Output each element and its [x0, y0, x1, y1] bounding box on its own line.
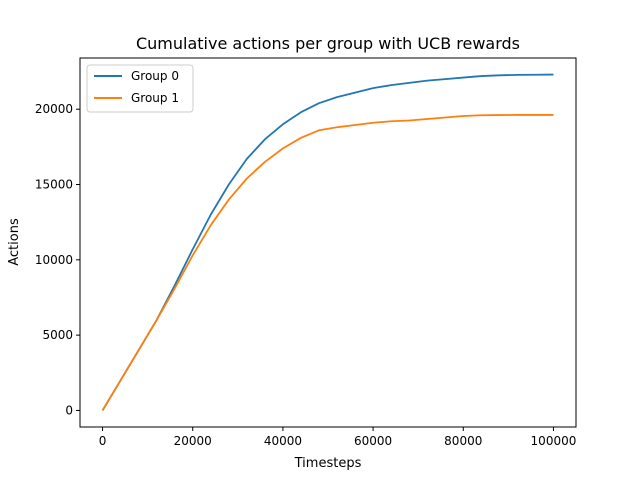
series-layer [101, 73, 554, 411]
x-tick-label: 0 [99, 434, 107, 448]
y-axis-label: Actions [7, 218, 22, 266]
legend: Group 0 Group 1 [86, 64, 194, 113]
x-tick-label: 40000 [264, 434, 302, 448]
y-axis-ticks: 0 5000 10000 15000 20000 [35, 102, 80, 417]
axes-frame [79, 57, 577, 428]
y-tick-label: 0 [65, 403, 73, 417]
series-line-group-1 [101, 114, 554, 411]
x-axis-label: Timesteps [294, 456, 362, 471]
y-tick-label: 15000 [35, 178, 73, 192]
x-tick-label: 80000 [444, 434, 482, 448]
legend-label-group-1: Group 1 [131, 91, 179, 105]
plot-area: 0 20000 40000 60000 80000 100000 0 5000 10000 15… [35, 57, 577, 448]
chart-title: Cumulative actions per group with UCB re… [136, 34, 520, 53]
x-tick-label: 60000 [354, 434, 392, 448]
y-tick-label: 5000 [42, 328, 73, 342]
y-tick-label: 20000 [35, 102, 73, 116]
legend-label-group-0: Group 0 [131, 69, 179, 83]
x-tick-label: 100000 [531, 434, 577, 448]
x-tick-label: 20000 [174, 434, 212, 448]
series-line-group-0 [101, 73, 554, 411]
x-axis-ticks: 0 20000 40000 60000 80000 100000 [99, 427, 577, 448]
y-tick-label: 10000 [35, 253, 73, 267]
